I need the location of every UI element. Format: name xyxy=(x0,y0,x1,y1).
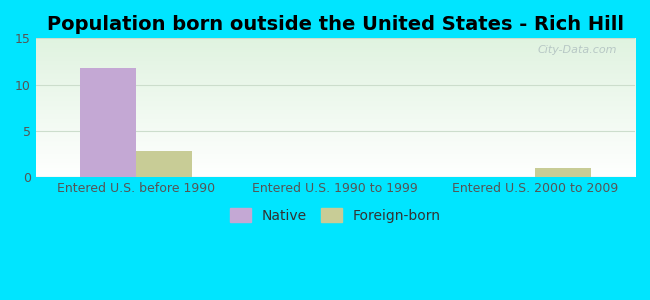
Legend: Native, Foreign-born: Native, Foreign-born xyxy=(224,202,447,228)
Bar xyxy=(535,168,591,177)
Bar xyxy=(136,151,192,177)
Bar xyxy=(80,68,136,177)
Title: Population born outside the United States - Rich Hill: Population born outside the United State… xyxy=(47,15,624,34)
Text: City-Data.com: City-Data.com xyxy=(538,45,617,55)
